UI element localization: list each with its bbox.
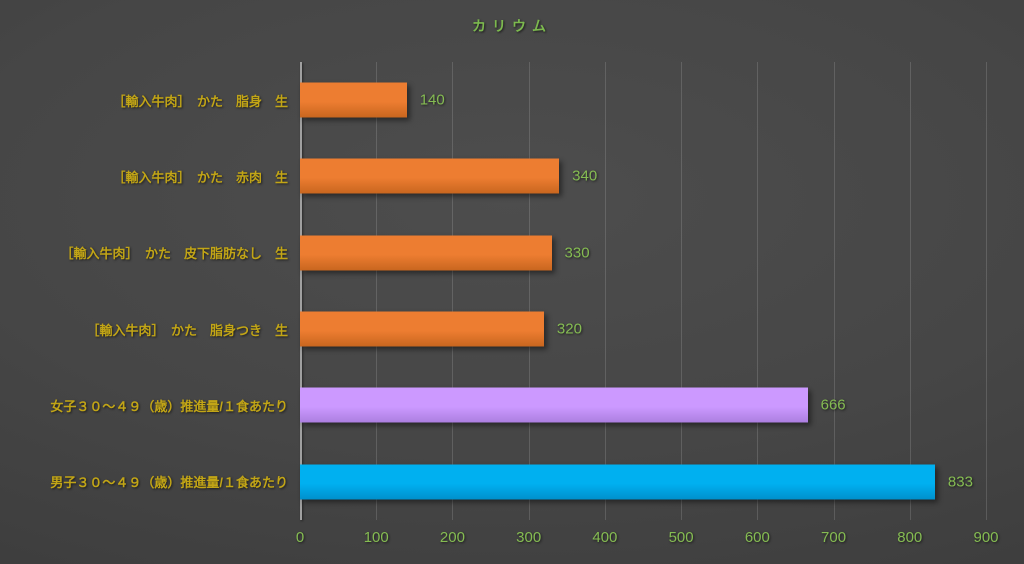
- gridline: [376, 62, 378, 520]
- category-axis: ［輸入牛肉］ かた 脂身 生 ［輸入牛肉］ かた 赤肉 生 ［輸入牛肉］ かた …: [0, 62, 288, 520]
- tick-label: 400: [592, 529, 618, 546]
- tick-label: 0: [295, 529, 305, 546]
- category-label: ［輸入牛肉］ かた 脂身 生: [112, 93, 288, 109]
- data-bar: [300, 387, 808, 423]
- data-bar: [300, 235, 552, 271]
- data-label: 330: [564, 244, 590, 262]
- tick-label: 100: [363, 529, 389, 546]
- category-label: 女子３０～４９（歳）推進量/１食あたり: [50, 398, 288, 414]
- category-label: ［輸入牛肉］ かた 脂身つき 生: [86, 322, 288, 338]
- tick-label: 500: [668, 529, 694, 546]
- category-row: 女子３０～４９（歳）推進量/１食あたり: [0, 367, 288, 443]
- category-row: ［輸入牛肉］ かた 赤肉 生: [0, 138, 288, 214]
- plot-area: 140 340 330 320 666 833: [300, 62, 987, 520]
- gridline: [909, 62, 911, 520]
- data-bar: [300, 82, 407, 118]
- gridline: [528, 62, 530, 520]
- category-label: 男子３０～４９（歳）推進量/１食あたり: [50, 475, 288, 491]
- value-axis-ticks: 0 100 200 300 400 500 600 700 800 900: [296, 529, 999, 551]
- data-label: 320: [556, 320, 582, 338]
- data-label: 140: [419, 91, 445, 109]
- category-label: ［輸入牛肉］ かた 皮下脂肪なし 生: [60, 246, 288, 262]
- data-label: 833: [947, 473, 973, 491]
- data-label: 666: [820, 396, 846, 414]
- category-label: ［輸入牛肉］ かた 赤肉 生: [112, 169, 288, 185]
- tick-label: 800: [897, 529, 923, 546]
- gridline: [986, 62, 987, 520]
- tick-label: 200: [439, 529, 465, 546]
- gridline: [757, 62, 759, 520]
- bar-row: 140: [300, 62, 986, 138]
- data-bar: [300, 158, 560, 194]
- gridline: [452, 62, 454, 520]
- category-row: ［輸入牛肉］ かた 脂身つき 生: [0, 291, 288, 367]
- bar-row: 320: [300, 291, 986, 367]
- bar-row: 833: [300, 444, 986, 520]
- bar-row: 330: [300, 215, 986, 291]
- gridline: [681, 62, 683, 520]
- bar-row: 340: [300, 138, 986, 214]
- tick-label: 300: [516, 529, 542, 546]
- category-row: 男子３０～４９（歳）推進量/１食あたり: [0, 444, 288, 520]
- data-label: 340: [572, 167, 598, 185]
- gridline: [604, 62, 606, 520]
- tick-label: 600: [744, 529, 770, 546]
- category-row: ［輸入牛肉］ かた 脂身 生: [0, 62, 288, 138]
- value-axis-line: [300, 62, 302, 520]
- tick-label: 700: [821, 529, 847, 546]
- category-row: ［輸入牛肉］ かた 皮下脂肪なし 生: [0, 215, 288, 291]
- bar-row: 666: [300, 367, 986, 443]
- data-bar: [300, 311, 544, 347]
- bar-rows: 140 340 330 320 666 833: [300, 62, 986, 520]
- chart-title: カリウム: [472, 18, 552, 34]
- tick-label: 900: [973, 529, 999, 546]
- gridline: [833, 62, 835, 520]
- data-bar: [300, 464, 935, 500]
